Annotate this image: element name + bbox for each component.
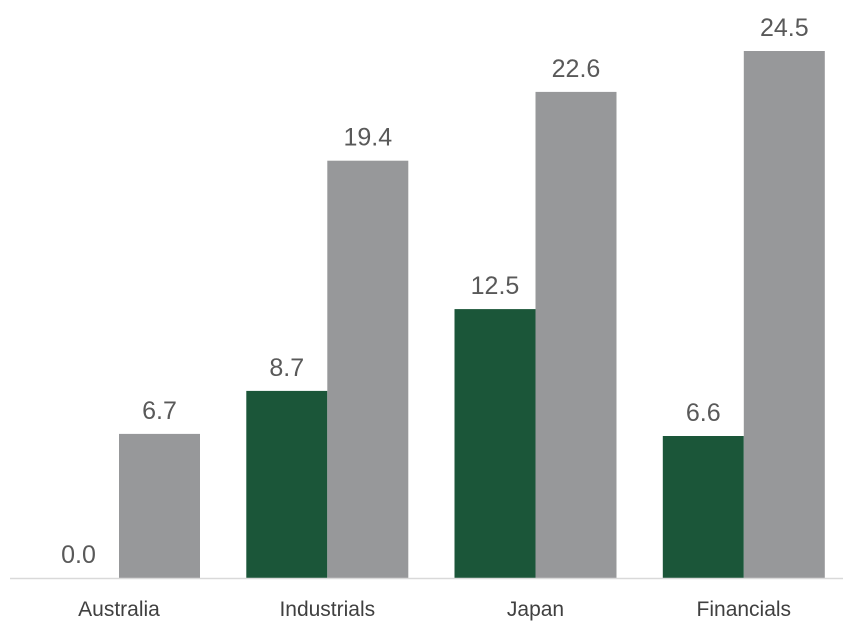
bar-australia-series-2 — [119, 433, 200, 578]
value-label-australia-series-2: 6.7 — [142, 397, 177, 425]
category-label-financials: Financials — [697, 598, 792, 621]
bar-japan-series-2 — [535, 91, 617, 579]
value-labels-group: 0.0 6.7 8.7 19.4 12.5 22.6 6.6 24.5 — [61, 14, 809, 569]
category-labels-group: Australia Industrials Japan Financials — [78, 598, 791, 621]
category-label-australia: Australia — [78, 598, 160, 621]
value-label-industrials-series-1: 8.7 — [269, 354, 304, 382]
value-label-australia-series-1: 0.0 — [61, 541, 96, 569]
bar-industrials-series-1 — [246, 390, 328, 578]
value-label-industrials-series-2: 19.4 — [343, 124, 392, 152]
bar-financials-series-1 — [662, 436, 744, 578]
value-label-financials-series-1: 6.6 — [686, 399, 721, 427]
bar-financials-series-2 — [743, 51, 825, 578]
value-label-financials-series-2: 24.5 — [760, 14, 809, 42]
category-label-japan: Japan — [507, 598, 564, 621]
value-label-japan-series-2: 22.6 — [552, 55, 601, 83]
bar-japan-series-1 — [454, 309, 536, 578]
category-label-industrials: Industrials — [279, 598, 375, 621]
value-label-japan-series-1: 12.5 — [471, 272, 520, 300]
bar-industrials-series-2 — [327, 160, 409, 578]
bars-group — [119, 51, 825, 579]
